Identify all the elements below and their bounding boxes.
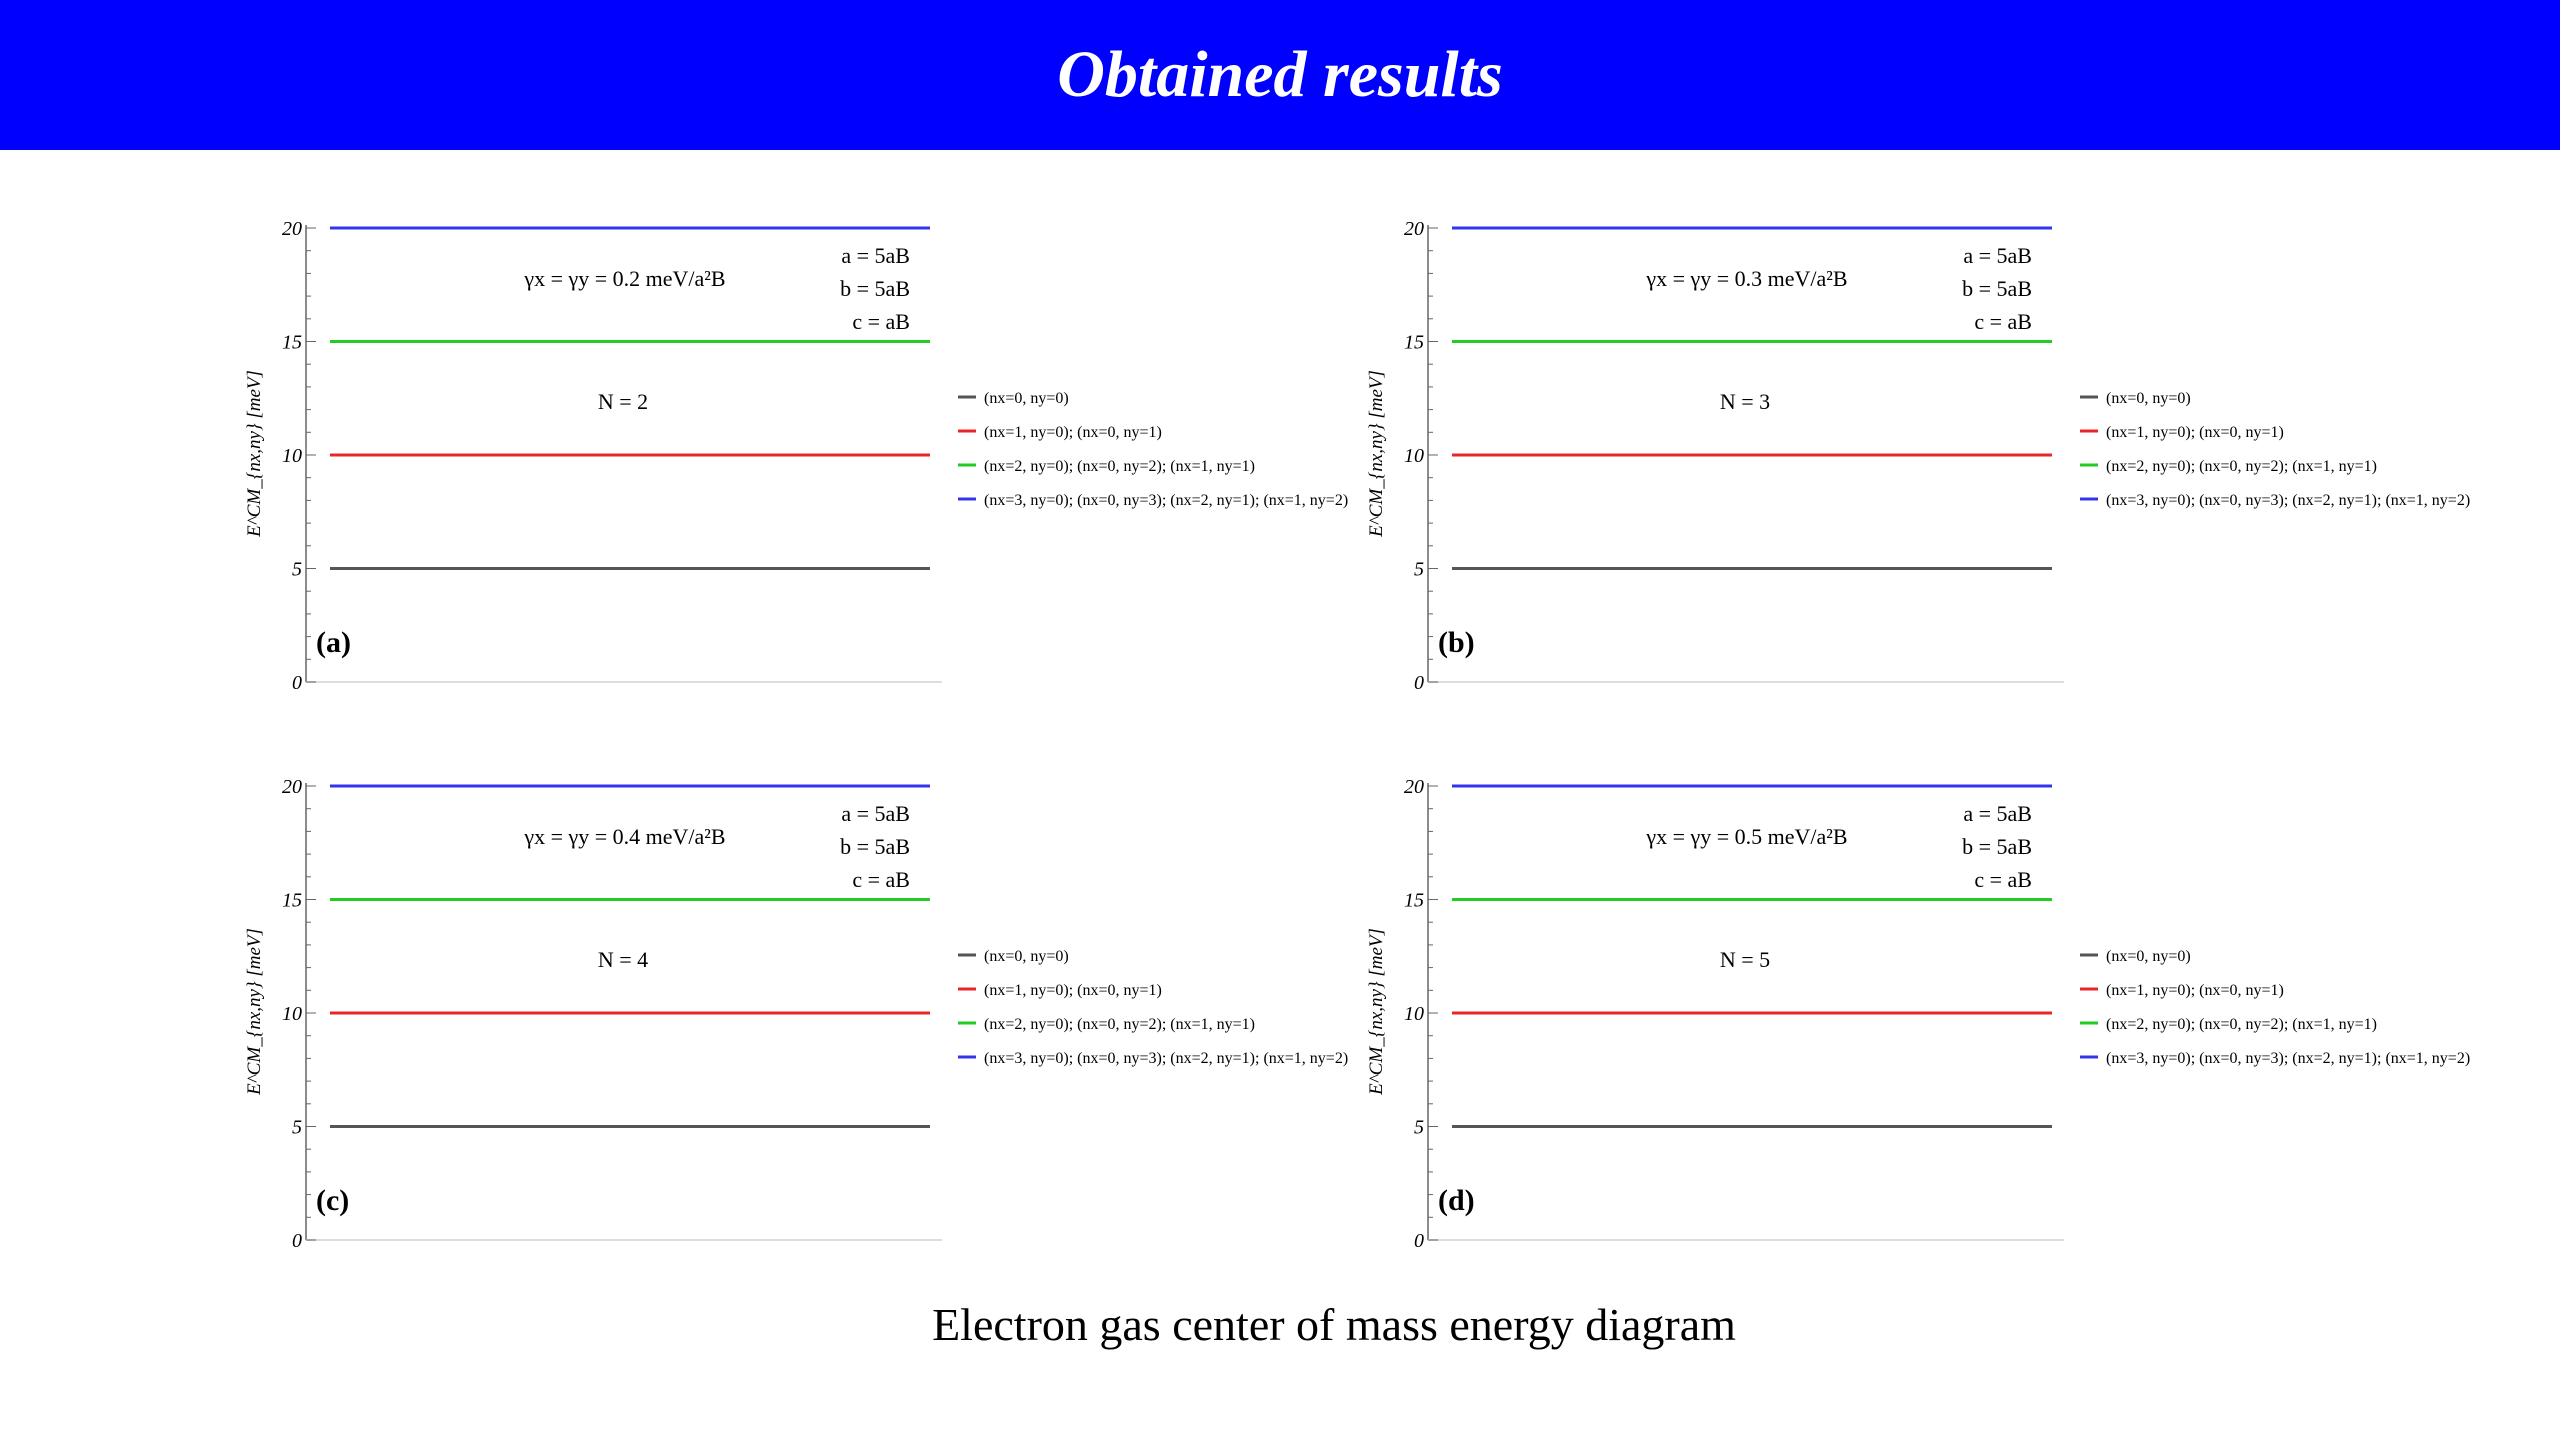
legend-label: (nx=0, ny=0) xyxy=(2106,948,2191,965)
legend-label: (nx=1, ny=0); (nx=0, ny=1) xyxy=(984,982,1162,999)
energy-diagram-svg: 0 5 10 15 20 E^CM_{nx,ny} [meV] γx = γy = 0.3 … xyxy=(1366,218,2470,694)
legend-label: (nx=3, ny=0); (nx=0, ny=3); (nx=2, ny=1)… xyxy=(2106,1050,2470,1067)
n-label: N = 5 xyxy=(1720,947,1770,972)
n-label: N = 4 xyxy=(598,947,648,972)
chart-panel-a: 0 5 10 15 20 E^CM_{nx,ny} [meV] γx = γy = 0.2 … xyxy=(230,200,1470,760)
param-label: b = 5aB xyxy=(840,834,910,859)
legend-label: (nx=3, ny=0); (nx=0, ny=3); (nx=2, ny=1)… xyxy=(984,492,1348,509)
gamma-label: γx = γy = 0.3 meV/a²B xyxy=(1645,266,1847,291)
y-axis-label: E^CM_{nx,ny} [meV] xyxy=(244,928,265,1096)
param-label: b = 5aB xyxy=(1962,276,2032,301)
panel-label: (b) xyxy=(1438,626,1475,659)
header-banner: Obtained results xyxy=(0,0,2560,150)
legend-label: (nx=0, ny=0) xyxy=(984,948,1069,965)
legend-label: (nx=1, ny=0); (nx=0, ny=1) xyxy=(2106,982,2284,999)
energy-diagram-svg: 0 5 10 15 20 E^CM_{nx,ny} [meV] γx = γy = 0.2 … xyxy=(244,218,1348,694)
chart-panel-d: 0 5 10 15 20 E^CM_{nx,ny} [meV] γx = γy = 0.5 … xyxy=(1352,758,2560,1318)
legend-label: (nx=3, ny=0); (nx=0, ny=3); (nx=2, ny=1)… xyxy=(2106,492,2470,509)
param-label: a = 5aB xyxy=(841,243,910,268)
param-label: a = 5aB xyxy=(1963,801,2032,826)
legend-label: (nx=2, ny=0); (nx=0, ny=2); (nx=1, ny=1) xyxy=(2106,458,2377,475)
y-tick-label: 20 xyxy=(282,218,302,240)
y-tick-label: 10 xyxy=(282,445,302,467)
y-axis-label: E^CM_{nx,ny} [meV] xyxy=(1366,370,1387,538)
param-label: b = 5aB xyxy=(1962,834,2032,859)
gamma-label: γx = γy = 0.2 meV/a²B xyxy=(523,266,725,291)
panel-label: (a) xyxy=(316,626,351,659)
y-tick-label: 0 xyxy=(1414,1230,1424,1252)
y-tick-label: 15 xyxy=(282,890,302,912)
y-tick-label: 5 xyxy=(292,559,302,581)
y-tick-label: 20 xyxy=(282,776,302,798)
y-axis-label: E^CM_{nx,ny} [meV] xyxy=(1366,928,1387,1096)
y-tick-label: 0 xyxy=(292,1230,302,1252)
y-tick-label: 10 xyxy=(1404,1003,1424,1025)
param-label: c = aB xyxy=(852,867,910,892)
n-label: N = 3 xyxy=(1720,389,1770,414)
y-tick-label: 5 xyxy=(1414,559,1424,581)
y-tick-label: 5 xyxy=(292,1117,302,1139)
legend-label: (nx=2, ny=0); (nx=0, ny=2); (nx=1, ny=1) xyxy=(984,458,1255,475)
legend-label: (nx=0, ny=0) xyxy=(2106,390,2191,407)
legend-label: (nx=1, ny=0); (nx=0, ny=1) xyxy=(2106,424,2284,441)
gamma-label: γx = γy = 0.4 meV/a²B xyxy=(523,824,725,849)
gamma-label: γx = γy = 0.5 meV/a²B xyxy=(1645,824,1847,849)
param-label: c = aB xyxy=(1974,867,2032,892)
page-title: Obtained results xyxy=(1057,38,1503,111)
param-label: b = 5aB xyxy=(840,276,910,301)
param-label: c = aB xyxy=(1974,309,2032,334)
y-tick-label: 15 xyxy=(1404,890,1424,912)
panel-label: (c) xyxy=(316,1184,349,1217)
y-tick-label: 10 xyxy=(1404,445,1424,467)
y-tick-label: 15 xyxy=(282,332,302,354)
y-tick-label: 15 xyxy=(1404,332,1424,354)
chart-panel-b: 0 5 10 15 20 E^CM_{nx,ny} [meV] γx = γy = 0.3 … xyxy=(1352,200,2560,760)
legend-label: (nx=0, ny=0) xyxy=(984,390,1069,407)
y-tick-label: 20 xyxy=(1404,218,1424,240)
legend-label: (nx=2, ny=0); (nx=0, ny=2); (nx=1, ny=1) xyxy=(2106,1016,2377,1033)
figure-caption: Electron gas center of mass energy diagr… xyxy=(932,1299,1736,1350)
y-tick-label: 5 xyxy=(1414,1117,1424,1139)
y-tick-label: 0 xyxy=(292,672,302,694)
y-tick-label: 0 xyxy=(1414,672,1424,694)
legend-label: (nx=3, ny=0); (nx=0, ny=3); (nx=2, ny=1)… xyxy=(984,1050,1348,1067)
energy-diagram-svg: 0 5 10 15 20 E^CM_{nx,ny} [meV] γx = γy = 0.4 … xyxy=(244,776,1348,1252)
legend-label: (nx=2, ny=0); (nx=0, ny=2); (nx=1, ny=1) xyxy=(984,1016,1255,1033)
energy-diagram-svg: 0 5 10 15 20 E^CM_{nx,ny} [meV] γx = γy = 0.5 … xyxy=(1366,776,2470,1252)
n-label: N = 2 xyxy=(598,389,648,414)
y-tick-label: 20 xyxy=(1404,776,1424,798)
y-axis-label: E^CM_{nx,ny} [meV] xyxy=(244,370,265,538)
legend-label: (nx=1, ny=0); (nx=0, ny=1) xyxy=(984,424,1162,441)
y-tick-label: 10 xyxy=(282,1003,302,1025)
panel-label: (d) xyxy=(1438,1184,1475,1217)
param-label: c = aB xyxy=(852,309,910,334)
param-label: a = 5aB xyxy=(841,801,910,826)
chart-panel-c: 0 5 10 15 20 E^CM_{nx,ny} [meV] γx = γy = 0.4 … xyxy=(230,758,1470,1318)
param-label: a = 5aB xyxy=(1963,243,2032,268)
